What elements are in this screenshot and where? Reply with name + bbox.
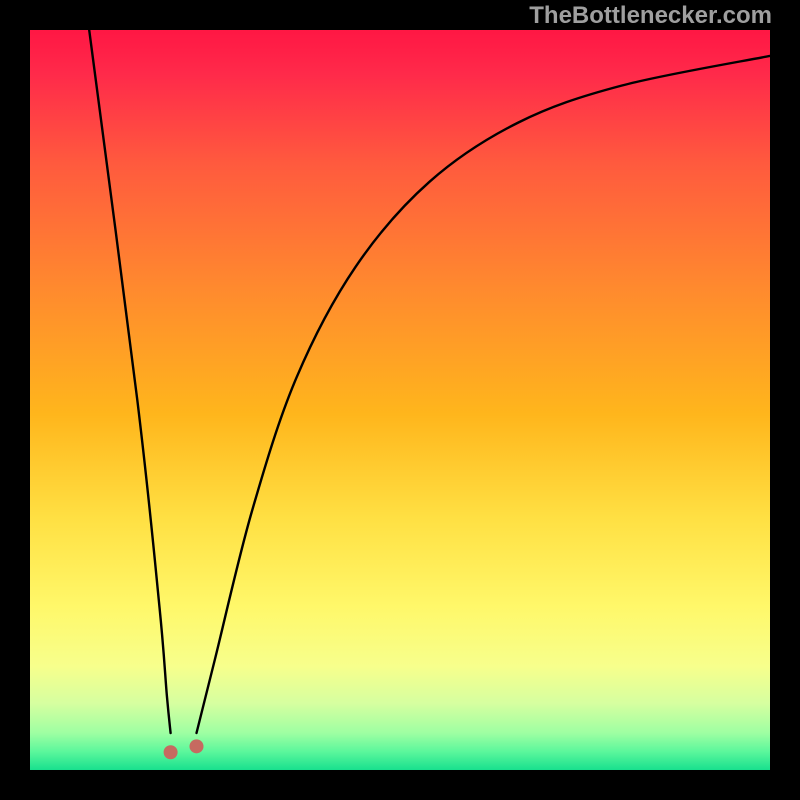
- bottom-marker-dot: [190, 739, 204, 753]
- bottom-marker-dot: [164, 745, 178, 759]
- chart-plot-area: [30, 30, 770, 770]
- chart-svg: [30, 30, 770, 770]
- chart-background: [30, 30, 770, 770]
- watermark-text: TheBottlenecker.com: [529, 2, 772, 30]
